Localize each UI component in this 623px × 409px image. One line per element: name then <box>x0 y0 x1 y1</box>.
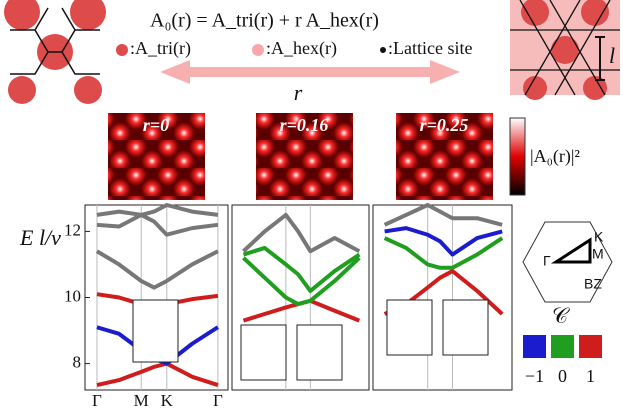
x-tick-label: M <box>134 391 149 409</box>
bz-label: Γ <box>543 253 551 269</box>
band-line <box>383 203 503 227</box>
chern-swatch <box>523 335 546 358</box>
band-line <box>96 212 219 237</box>
chern-label: 1 <box>586 366 595 386</box>
bz-label: K <box>594 229 604 245</box>
x-tick-label: K <box>161 391 174 409</box>
legend-swatch <box>116 44 128 56</box>
band-line <box>242 245 361 293</box>
y-tick-label: 8 <box>73 352 82 371</box>
legend-label: :Lattice site <box>388 38 472 58</box>
band-line <box>242 256 361 307</box>
heatmap-title: r=0.25 <box>420 115 469 135</box>
band-line <box>96 203 219 217</box>
inset-box <box>296 324 343 381</box>
x-tick-label: Γ <box>92 391 102 409</box>
heatmap-title: r=0 <box>143 115 169 135</box>
inset-box <box>386 299 433 356</box>
chern-swatch <box>551 335 574 358</box>
chern-label: 0 <box>558 366 567 386</box>
heatmap <box>256 113 353 200</box>
band-line <box>384 226 503 257</box>
heatmap-title: r=0.16 <box>280 115 329 135</box>
legend-label: :A_tri(r) <box>130 38 191 59</box>
y-tick-label: 12 <box>64 220 81 239</box>
lattice-icon-left <box>0 0 110 104</box>
bz-path <box>550 237 592 264</box>
inset-box <box>442 299 489 356</box>
legend-label: :A_hex(r) <box>266 38 337 59</box>
y-tick-label: 10 <box>64 286 81 305</box>
band-line <box>242 212 361 254</box>
lattice-icon-right <box>510 0 620 100</box>
chern-label: −1 <box>525 366 544 386</box>
bz-label: M <box>592 246 604 262</box>
formula: A₀(r) = A_tri(r) + r A_hex(r) <box>150 10 379 32</box>
band-line <box>96 361 219 387</box>
heatmap <box>396 113 493 200</box>
band-line <box>383 236 504 270</box>
x-tick-label: Γ <box>213 391 223 409</box>
colorbar-label: |A₀(r)|² <box>530 146 580 167</box>
bz-label: BZ <box>584 276 602 292</box>
bz-hexagon <box>522 221 613 303</box>
arrow <box>160 60 460 84</box>
legend-swatch <box>252 44 264 56</box>
chern-swatch <box>579 335 602 358</box>
length-label: l <box>609 43 615 68</box>
band-line <box>95 249 219 290</box>
inset-box <box>132 299 179 363</box>
colorbar <box>509 117 526 196</box>
arrow-label: r <box>294 80 303 105</box>
y-axis-label: E l/v <box>19 225 61 250</box>
heatmap <box>108 113 205 200</box>
chern-title: 𝒞 <box>552 303 570 328</box>
legend-swatch <box>380 47 386 53</box>
inset-box <box>240 324 287 381</box>
